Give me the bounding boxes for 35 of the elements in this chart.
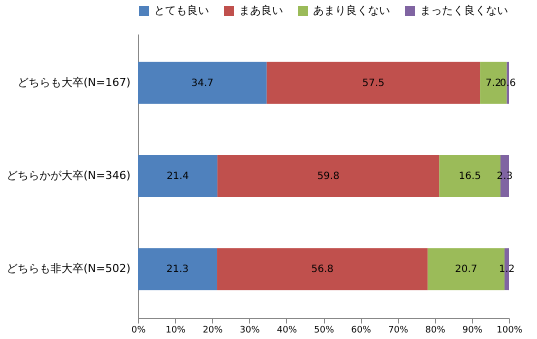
bar: [217, 155, 440, 197]
legend-label: とても良い: [154, 4, 209, 17]
data-label: 57.5: [362, 78, 385, 89]
x-tick-label: 60%: [351, 326, 372, 336]
x-tick-label: 70%: [388, 326, 409, 336]
data-label: 16.5: [458, 171, 481, 182]
data-label: 21.3: [166, 264, 189, 276]
data-label: 0.6: [500, 78, 516, 89]
bar: [138, 248, 218, 290]
data-label: 34.7: [191, 78, 214, 89]
y-tick-label: どちらも大卒(N=167): [17, 76, 130, 89]
data-label: 20.7: [455, 264, 478, 276]
x-tick-label: 50%: [314, 326, 334, 336]
x-tick-label: 100%: [496, 326, 523, 336]
x-tick-label: 90%: [462, 326, 483, 336]
bar: [138, 155, 218, 197]
y-tick-label: どちらも非大卒(N=502): [6, 262, 130, 276]
data-label: 7.2: [485, 78, 502, 89]
x-tick-label: 0%: [131, 326, 146, 336]
x-tick-label: 30%: [240, 326, 260, 336]
legend-label: あまり良くない: [313, 4, 390, 17]
data-label: 59.8: [317, 171, 340, 182]
x-tick-label: 20%: [202, 326, 224, 336]
data-label: 1.2: [498, 264, 515, 276]
data-label: 56.8: [311, 264, 334, 276]
bar: [266, 62, 480, 104]
bar: [217, 248, 428, 290]
x-tick-label: 10%: [166, 326, 186, 336]
legend-label: まあ良い: [239, 4, 283, 17]
y-tick-label: どちらかが大卒(N=346): [6, 169, 130, 182]
data-label: 21.4: [166, 171, 189, 182]
legend-label: まったく良くない: [420, 4, 508, 17]
bar: [138, 62, 267, 104]
x-tick-label: 40%: [276, 326, 298, 336]
x-tick-label: 80%: [425, 326, 446, 336]
